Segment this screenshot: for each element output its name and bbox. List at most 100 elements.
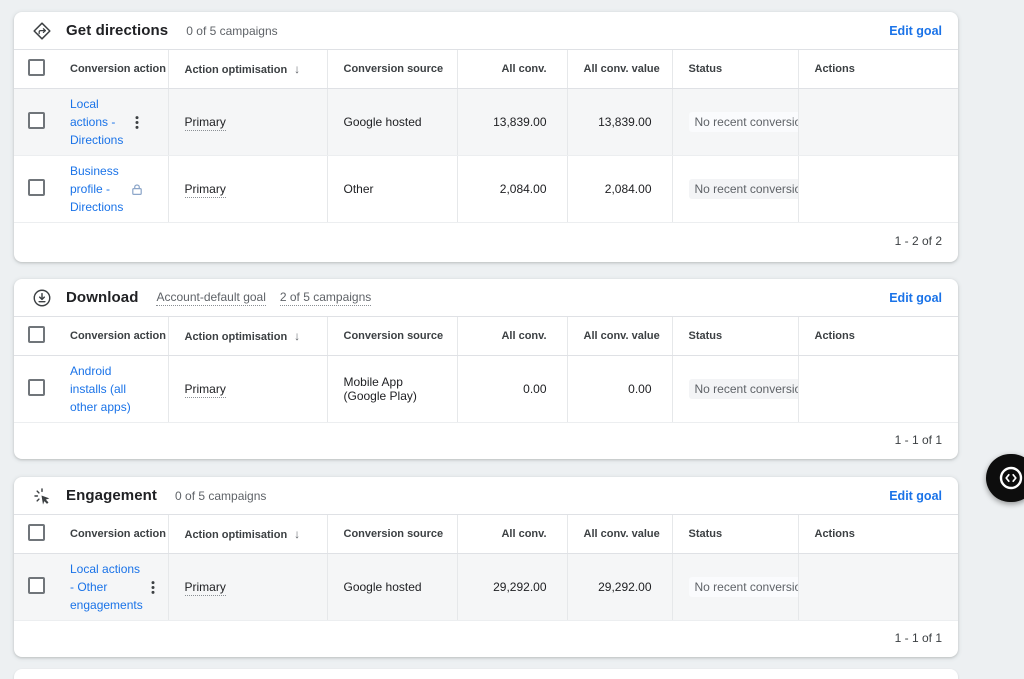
pagination: 1 - 1 of 1: [14, 423, 958, 459]
col-action-optimisation[interactable]: Action optimisation ↓: [167, 316, 327, 356]
col-all-conv-value[interactable]: All conv. value: [566, 316, 672, 356]
all-conv-value: 0.00: [456, 355, 567, 423]
pagination: 1 - 2 of 2: [14, 223, 958, 262]
sort-desc-icon: ↓: [294, 62, 301, 76]
select-row-checkbox[interactable]: [28, 577, 45, 594]
goal-title: Download: [66, 289, 139, 306]
optimisation-value[interactable]: Primary: [184, 580, 226, 596]
conversion-goals-list: Get directions 0 of 5 campaigns Edit goa…: [14, 12, 958, 679]
select-row-checkbox[interactable]: [28, 112, 45, 129]
col-status[interactable]: Status: [671, 316, 798, 356]
goal-campaign-count[interactable]: 2 of 5 campaigns: [279, 289, 372, 306]
more-vert-icon[interactable]: [130, 115, 144, 130]
all-conv-value-value: 2,084.00: [566, 155, 672, 223]
col-all-conv[interactable]: All conv.: [456, 316, 567, 356]
col-status[interactable]: Status: [671, 514, 798, 554]
all-conv-value: 2,084.00: [456, 155, 567, 223]
status-badge: No recent conversions: [688, 179, 798, 199]
col-all-conv-value[interactable]: All conv. value: [566, 514, 672, 554]
pagination-label: 1 - 2 of 2: [894, 234, 942, 248]
table-header-row: Conversion action Action optimisation ↓ C…: [14, 514, 958, 554]
edit-goal-link[interactable]: Edit goal: [889, 488, 942, 503]
all-conv-value: 29,292.00: [456, 553, 567, 621]
conversion-source-value: Other: [326, 155, 457, 223]
goal-card-header: Get directions 0 of 5 campaigns Edit goa…: [14, 12, 958, 49]
table-row: Local actions - Directions Primary Googl…: [14, 88, 958, 156]
download-icon: [32, 288, 52, 308]
optimisation-value[interactable]: Primary: [184, 115, 226, 131]
select-all-checkbox[interactable]: [28, 326, 45, 343]
col-conversion-source[interactable]: Conversion source: [326, 316, 457, 356]
select-row-checkbox[interactable]: [28, 379, 45, 396]
conversion-source-value: Google hosted: [326, 88, 457, 156]
actions-cell: [797, 88, 958, 156]
select-all-checkbox[interactable]: [28, 59, 45, 76]
col-all-conv[interactable]: All conv.: [456, 49, 567, 89]
optimisation-value[interactable]: Primary: [184, 382, 226, 398]
col-action-optimisation[interactable]: Action optimisation ↓: [167, 49, 327, 89]
actions-cell: [797, 553, 958, 621]
all-conv-value-value: 0.00: [566, 355, 672, 423]
goal-title: Engagement: [66, 487, 158, 504]
actions-cell: [797, 155, 958, 223]
conversion-action-link[interactable]: Android installs (all other apps): [70, 364, 131, 414]
goal-card-get-directions: Get directions 0 of 5 campaigns Edit goa…: [14, 12, 958, 262]
col-conversion-source[interactable]: Conversion source: [326, 49, 457, 89]
edit-goal-link[interactable]: Edit goal: [889, 23, 942, 38]
conversion-actions-table: Conversion action Action optimisation ↓ C…: [14, 514, 958, 621]
col-action-optimisation[interactable]: Action optimisation ↓: [167, 514, 327, 554]
goal-title: Get directions: [66, 22, 169, 39]
sort-desc-icon: ↓: [294, 527, 301, 541]
pagination: 1 - 1 of 1: [14, 621, 958, 657]
col-all-conv[interactable]: All conv.: [456, 514, 567, 554]
edit-goal-link[interactable]: Edit goal: [889, 290, 942, 305]
col-actions[interactable]: Actions: [797, 49, 958, 89]
status-badge: No recent conversions: [688, 112, 798, 132]
conversion-action-link[interactable]: Local actions - Other engagements: [70, 562, 143, 612]
col-conversion-action[interactable]: Conversion action: [54, 316, 168, 356]
goal-card-engagement: Engagement 0 of 5 campaigns Edit goal Co…: [14, 477, 958, 657]
pagination-label: 1 - 1 of 1: [894, 631, 942, 645]
goal-card-header: Download Account-default goal 2 of 5 cam…: [14, 279, 958, 316]
all-conv-value-value: 29,292.00: [566, 553, 672, 621]
conversion-action-link[interactable]: Local actions - Directions: [70, 97, 124, 147]
lock-icon: [130, 182, 144, 197]
optimisation-value[interactable]: Primary: [184, 182, 226, 198]
select-all-checkbox[interactable]: [28, 524, 45, 541]
col-actions[interactable]: Actions: [797, 316, 958, 356]
goal-campaign-count: 0 of 5 campaigns: [175, 488, 267, 503]
col-conversion-action[interactable]: Conversion action: [54, 514, 168, 554]
col-conversion-source[interactable]: Conversion source: [326, 514, 457, 554]
conversion-source-value: Google hosted: [326, 553, 457, 621]
code-widget-icon: [999, 466, 1023, 490]
table-row: Business profile - Directions Primary Ot…: [14, 155, 958, 223]
goal-card-download: Download Account-default goal 2 of 5 cam…: [14, 279, 958, 459]
conversion-action-link[interactable]: Business profile - Directions: [70, 164, 124, 214]
table-row: Android installs (all other apps) Primar…: [14, 355, 958, 423]
directions-icon: [32, 21, 52, 41]
actions-cell: [797, 355, 958, 423]
sort-desc-icon: ↓: [294, 329, 301, 343]
all-conv-value: 13,839.00: [456, 88, 567, 156]
all-conv-value-value: 13,839.00: [566, 88, 672, 156]
code-widget-button[interactable]: [986, 454, 1024, 502]
status-badge: No recent conversions: [688, 577, 798, 597]
status-badge: No recent conversions: [688, 379, 798, 399]
goal-campaign-count: 0 of 5 campaigns: [186, 23, 278, 38]
select-row-checkbox[interactable]: [28, 179, 45, 196]
conversion-source-value: Mobile App (Google Play): [326, 355, 457, 423]
table-header-row: Conversion action Action optimisation ↓ C…: [14, 49, 958, 89]
engagement-icon: [32, 486, 52, 506]
account-default-goal-label[interactable]: Account-default goal: [156, 289, 266, 306]
conversion-actions-table: Conversion action Action optimisation ↓ C…: [14, 316, 958, 423]
col-conversion-action[interactable]: Conversion action: [54, 49, 168, 89]
conversion-actions-table: Conversion action Action optimisation ↓ C…: [14, 49, 958, 223]
next-goal-card-partial: [14, 669, 958, 679]
table-header-row: Conversion action Action optimisation ↓ C…: [14, 316, 958, 356]
goal-card-header: Engagement 0 of 5 campaigns Edit goal: [14, 477, 958, 514]
more-vert-icon[interactable]: [146, 580, 160, 595]
col-all-conv-value[interactable]: All conv. value: [566, 49, 672, 89]
col-actions[interactable]: Actions: [797, 514, 958, 554]
col-status[interactable]: Status: [671, 49, 798, 89]
table-row: Local actions - Other engagements Primar…: [14, 553, 958, 621]
